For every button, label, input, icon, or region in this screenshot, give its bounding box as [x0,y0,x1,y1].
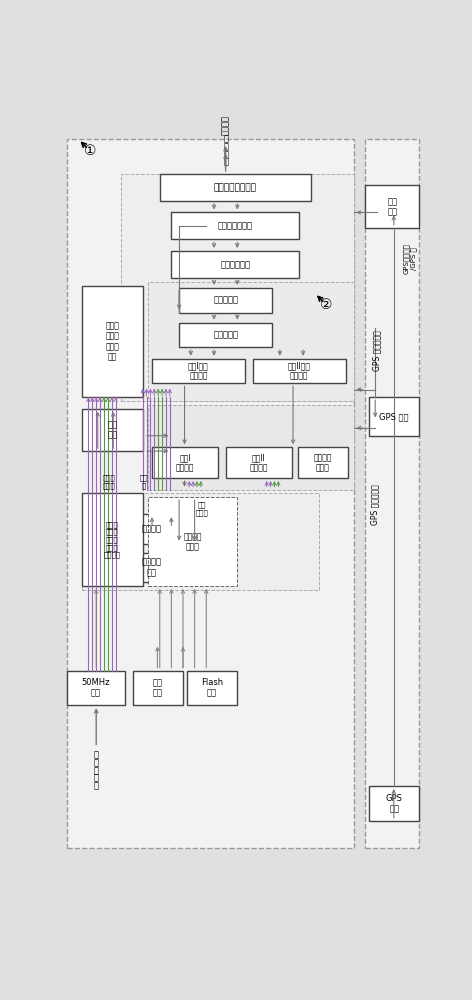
Text: 降计数电路: 降计数电路 [213,330,238,339]
Text: GPS 模块: GPS 模块 [379,412,409,421]
Text: 频: 频 [94,751,99,760]
Bar [82,493,319,590]
Bar [179,288,272,312]
Text: 综合处理
电路: 综合处理 电路 [142,558,162,577]
Bar [369,786,420,821]
Bar [179,323,272,347]
Text: 时标
频率值: 时标 频率值 [196,502,209,516]
Bar [152,359,245,383]
Text: 秒脉冲
系统时
间信息
捕获与
锁相电路: 秒脉冲 系统时 间信息 捕获与 锁相电路 [104,521,121,558]
Bar [160,174,311,201]
Text: 号: 号 [223,158,228,167]
Text: 接收电路: 接收电路 [142,524,162,533]
Bar [148,405,354,490]
Bar [121,174,354,401]
Text: 通道I
数模转换: 通道I 数模转换 [176,453,194,472]
Bar [171,212,299,239]
Bar [298,447,348,478]
Text: /GPS 设: /GPS 设 [411,247,417,270]
Bar [82,409,143,451]
Text: 升计数电路: 升计数电路 [213,296,238,305]
Bar [187,671,237,705]
Text: 里程计校验电路: 里程计校验电路 [218,221,253,230]
Text: 时标信号: 时标信号 [221,115,230,135]
Bar [365,139,420,848]
Text: 输: 输 [94,774,99,783]
Text: 出: 出 [94,782,99,791]
Text: 参数
集: 参数 集 [140,475,149,489]
Text: 通道II
数模转换: 通道II 数模转换 [249,453,268,472]
Text: 一口
接口: 一口 接口 [153,678,163,698]
Bar [365,185,420,228]
Text: 通道II鉴相
比较电路: 通道II鉴相 比较电路 [288,361,311,381]
Text: 源: 源 [94,766,99,775]
Text: 秒脉冲
计数量: 秒脉冲 计数量 [103,475,116,489]
Bar [369,397,420,436]
Text: 一口
接口: 一口 接口 [387,197,397,216]
Text: 50MHz
晶振: 50MHz 晶振 [82,678,110,698]
Text: GPS
天线: GPS 天线 [386,794,403,813]
Text: 率: 率 [94,758,99,767]
Bar [148,282,354,401]
Bar [82,286,143,397]
Text: 信: 信 [223,150,228,159]
Text: 其他电路
已实现: 其他电路 已实现 [313,453,332,472]
Bar [82,493,143,586]
Bar [117,514,187,544]
Bar [148,497,237,586]
Text: Flash
芯片: Flash 芯片 [201,678,223,698]
Bar [152,447,218,478]
Text: GPS 秒脉冲信号: GPS 秒脉冲信号 [371,485,379,525]
Text: 通讯与控
制模块: 通讯与控 制模块 [184,532,202,551]
Bar [253,359,346,383]
Bar [67,671,125,705]
Text: 时间格式转换电路: 时间格式转换电路 [214,183,257,192]
Text: ①: ① [84,144,96,158]
Text: 通道I鉴相
比较电路: 通道I鉴相 比较电路 [188,361,209,381]
Text: ②: ② [320,298,333,312]
Bar [226,447,292,478]
Text: GPS 秒脉冲信号: GPS 秒脉冲信号 [372,331,381,371]
Text: 综合
电路: 综合 电路 [108,420,118,440]
Bar [133,671,183,705]
Text: 相位比
较与控
制分配
电路: 相位比 较与控 制分配 电路 [106,321,119,361]
Text: 内插时标电路: 内插时标电路 [220,260,250,269]
Text: 时: 时 [223,135,228,144]
Bar [67,139,354,848]
Bar [117,553,187,582]
Text: GPS数据输出: GPS数据输出 [403,243,410,274]
Text: 标: 标 [223,142,228,151]
Bar [171,251,299,278]
